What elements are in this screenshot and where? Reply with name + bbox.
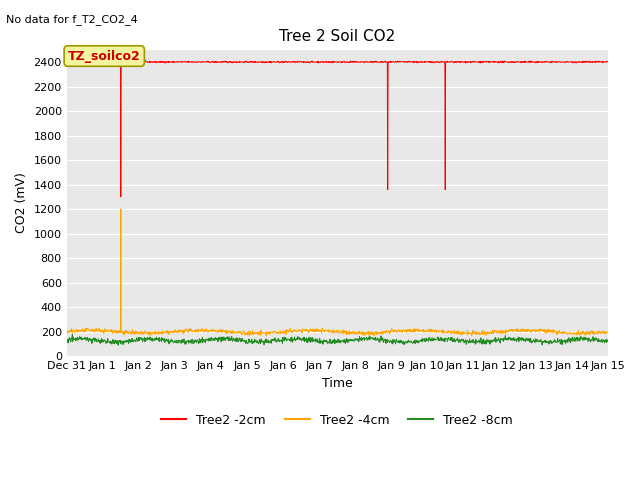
Tree2 -4cm	[604, 329, 611, 335]
Tree2 -4cm	[117, 206, 125, 212]
Text: No data for f_T2_CO2_4: No data for f_T2_CO2_4	[6, 14, 138, 25]
Tree2 -8cm	[244, 340, 252, 346]
Text: TZ_soilco2: TZ_soilco2	[68, 49, 141, 62]
Y-axis label: CO2 (mV): CO2 (mV)	[15, 173, 28, 233]
Tree2 -8cm	[68, 332, 76, 337]
Tree2 -2cm	[493, 59, 500, 65]
Tree2 -8cm	[63, 339, 70, 345]
Tree2 -2cm	[171, 59, 179, 65]
Tree2 -2cm	[244, 59, 252, 65]
Tree2 -8cm	[115, 342, 122, 348]
Line: Tree2 -8cm: Tree2 -8cm	[67, 335, 607, 345]
X-axis label: Time: Time	[322, 377, 353, 390]
Tree2 -2cm	[604, 59, 611, 65]
Tree2 -4cm	[170, 329, 178, 335]
Tree2 -2cm	[540, 59, 548, 64]
Title: Tree 2 Soil CO2: Tree 2 Soil CO2	[279, 29, 396, 44]
Tree2 -2cm	[184, 60, 191, 65]
Tree2 -2cm	[63, 59, 70, 65]
Tree2 -2cm	[117, 194, 125, 200]
Tree2 -2cm	[141, 58, 149, 63]
Tree2 -8cm	[422, 337, 429, 343]
Tree2 -8cm	[171, 338, 179, 344]
Tree2 -8cm	[493, 336, 500, 342]
Tree2 -4cm	[184, 327, 191, 333]
Tree2 -4cm	[493, 328, 500, 334]
Line: Tree2 -4cm: Tree2 -4cm	[67, 209, 607, 336]
Tree2 -8cm	[604, 338, 611, 344]
Tree2 -4cm	[244, 331, 252, 337]
Tree2 -2cm	[422, 59, 429, 64]
Tree2 -8cm	[184, 339, 191, 345]
Tree2 -4cm	[422, 329, 429, 335]
Tree2 -4cm	[63, 328, 70, 334]
Tree2 -8cm	[540, 339, 548, 345]
Legend: Tree2 -2cm, Tree2 -4cm, Tree2 -8cm: Tree2 -2cm, Tree2 -4cm, Tree2 -8cm	[156, 408, 518, 432]
Tree2 -4cm	[262, 333, 270, 339]
Line: Tree2 -2cm: Tree2 -2cm	[67, 60, 607, 197]
Tree2 -4cm	[540, 329, 548, 335]
